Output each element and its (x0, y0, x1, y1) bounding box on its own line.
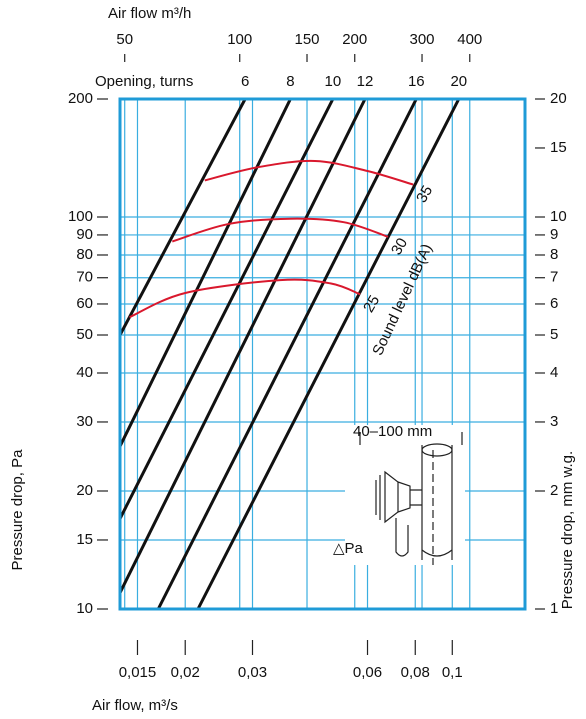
y-tick-label: 90 (76, 226, 93, 243)
y-tick-label: 70 (76, 269, 93, 286)
x-axis-title: Air flow, m³/s (92, 697, 178, 714)
y2-tick-label: 20 (550, 90, 567, 107)
series-line (196, 98, 461, 610)
pressure-label: △Pa (333, 540, 364, 557)
series-line (204, 159, 414, 186)
x-tick-label: 0,015 (119, 664, 157, 681)
x-tick-label: 0,1 (442, 664, 463, 681)
inset-diagram (345, 425, 465, 565)
y-tick-label: 200 (68, 90, 93, 107)
pipe-bottom (421, 549, 453, 557)
y-tick-label: 80 (76, 246, 93, 263)
fitting (384, 470, 411, 524)
series-line (156, 98, 418, 610)
y-tick-label: 100 (68, 208, 93, 225)
series-label: 20 (450, 73, 467, 90)
series-line (118, 98, 335, 520)
series-label: 6 (241, 73, 249, 90)
x-tick-label: 0,06 (353, 664, 382, 681)
x2-tick-label: 100 (227, 31, 252, 48)
y-tick-label: 30 (76, 413, 93, 430)
y2-tick-label: 6 (550, 295, 558, 312)
manometer (395, 518, 409, 557)
series-line (129, 278, 361, 319)
plot-frame (118, 97, 527, 611)
series-line (118, 98, 367, 594)
y2-tick-label: 9 (550, 226, 558, 243)
series-line (171, 217, 389, 243)
y2-tick-label: 4 (550, 364, 558, 381)
y2-tick-label: 2 (550, 482, 558, 499)
dimension (359, 432, 463, 445)
y2-axis-title: Pressure drop, mm w.g. (559, 451, 576, 609)
y-tick-label: 40 (76, 364, 93, 381)
y-tick-label: 60 (76, 295, 93, 312)
y-tick-label: 50 (76, 326, 93, 343)
x2-tick-label: 300 (410, 31, 435, 48)
y-tick-label: 10 (76, 600, 93, 617)
fitting-detail (375, 475, 422, 520)
x2-tick-label: 400 (457, 31, 482, 48)
x-tick-label: 0,03 (238, 664, 267, 681)
series-label: 35 (413, 183, 436, 206)
y-tick-label: 15 (76, 531, 93, 548)
series-label: 16 (408, 73, 425, 90)
inset-background (345, 425, 465, 565)
series-line (118, 98, 247, 336)
labels: 0,015 0,02 0,03 0,06 0,08 0,150 100 150 200 300 40… (68, 31, 567, 681)
series-label-title: Opening, turns (95, 73, 193, 90)
y2-tick-label: 3 (550, 413, 558, 430)
y-axis-title: Pressure drop, Pa (9, 449, 26, 571)
pipe (421, 445, 453, 560)
y2-tick-label: 5 (550, 326, 558, 343)
x-tick-label: 0,08 (401, 664, 430, 681)
y2-tick-label: 15 (550, 139, 567, 156)
y2-tick-label: 7 (550, 269, 558, 286)
x2-tick-label: 200 (342, 31, 367, 48)
dimension-label: 40–100 mm (353, 423, 432, 440)
series-line (118, 98, 292, 447)
y-tick-label: 20 (76, 482, 93, 499)
x-tick-label: 0,02 (171, 664, 200, 681)
x2-tick-label: 50 (116, 31, 133, 48)
top-axis-title: Air flow m³/h (108, 5, 191, 22)
x2-tick-label: 150 (294, 31, 319, 48)
y2-tick-label: 1 (550, 600, 558, 617)
series-label: 10 (325, 73, 342, 90)
series-label: 8 (286, 73, 294, 90)
series-label: 30 (388, 235, 411, 258)
series-label: 25 (360, 293, 383, 316)
series-label: 12 (357, 73, 374, 90)
y2-tick-label: 10 (550, 208, 567, 225)
pipe-top (421, 443, 453, 457)
y2-tick-label: 8 (550, 246, 558, 263)
curves (118, 98, 461, 610)
